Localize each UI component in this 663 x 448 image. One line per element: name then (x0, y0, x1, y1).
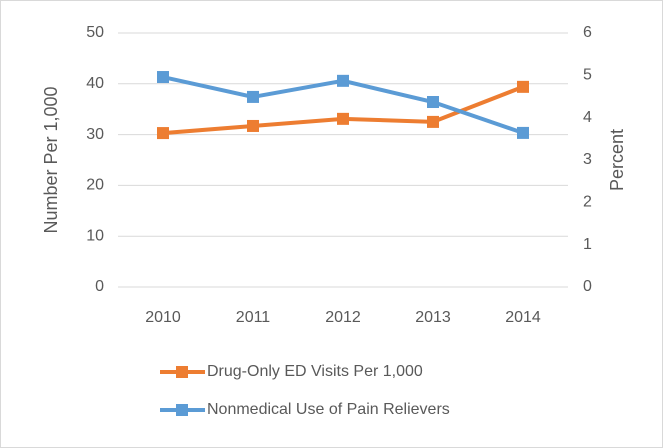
y2-axis-label: Percent (607, 129, 627, 191)
y-tick-label: 0 (95, 278, 104, 295)
x-tick-label: 2010 (145, 309, 181, 326)
point-marker (427, 96, 439, 109)
y2-tick-label: 5 (583, 67, 592, 84)
point-marker (337, 112, 349, 125)
y-tick-label: 10 (86, 227, 104, 244)
point-marker (247, 119, 259, 132)
x-tick-label: 2014 (505, 309, 541, 326)
y2-tick-label: 2 (583, 194, 592, 211)
legend-marker (176, 404, 188, 416)
y-tick-label: 40 (86, 75, 104, 92)
y2-tick-label: 6 (583, 24, 592, 41)
y-tick-label: 30 (86, 126, 104, 143)
y-tick-label: 50 (86, 24, 104, 41)
point-marker (157, 127, 169, 140)
x-tick-label: 2011 (236, 309, 271, 326)
point-marker (517, 126, 529, 139)
y2-tick-label: 0 (583, 278, 592, 295)
x-tick-label: 2013 (415, 309, 451, 326)
legend-label: Drug-Only ED Visits Per 1,000 (207, 363, 423, 380)
y2-tick-label: 1 (583, 236, 592, 253)
y2-tick-label: 4 (583, 109, 592, 126)
point-marker (157, 71, 169, 84)
y2-tick-label: 3 (583, 151, 592, 168)
point-marker (427, 115, 439, 128)
legend-label: Nonmedical Use of Pain Relievers (207, 401, 450, 418)
point-marker (337, 74, 349, 87)
legend-marker (176, 366, 188, 378)
point-marker (247, 90, 259, 103)
y-tick-label: 20 (86, 177, 104, 194)
y-axis-label: Number Per 1,000 (41, 86, 61, 233)
x-tick-label: 2012 (325, 309, 361, 326)
point-marker (517, 80, 529, 93)
